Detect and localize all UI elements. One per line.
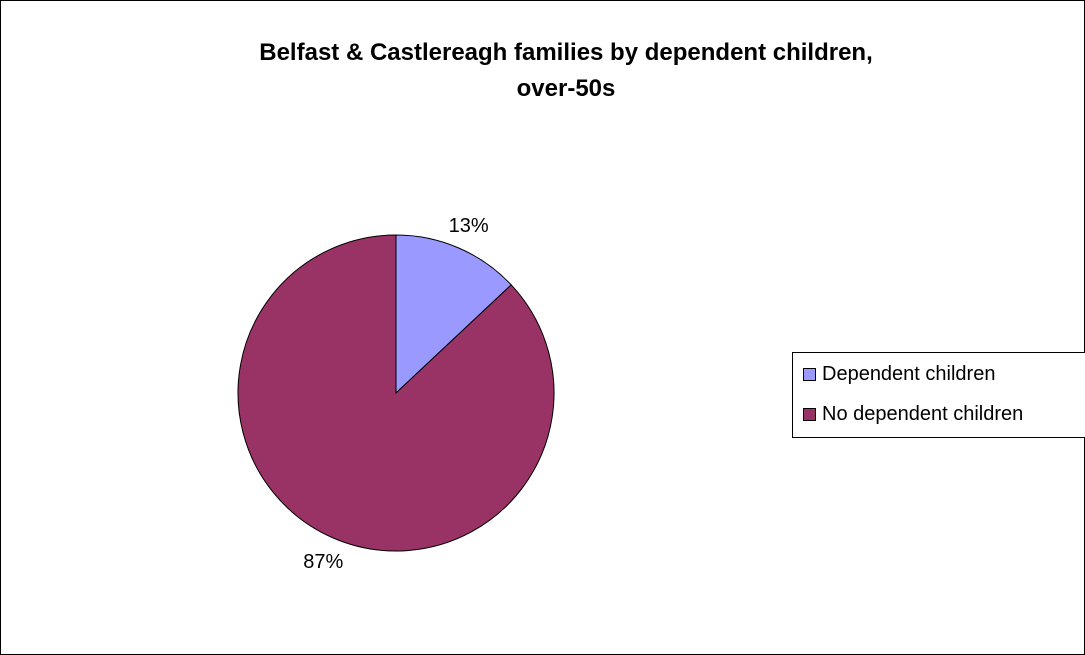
- pie-slice-no-dependent-children: [237, 234, 555, 552]
- chart-title: Belfast & Castlereagh families by depend…: [61, 35, 1071, 107]
- legend-swatch-dependent-children: [803, 367, 816, 381]
- legend-label-no-dependent-children: No dependent children: [822, 402, 1024, 425]
- data-label-dependent-children: 13%: [449, 215, 489, 237]
- chart-title-line-2: over-50s: [516, 75, 616, 102]
- legend: Dependent children No dependent children: [792, 352, 1085, 438]
- data-label-no-dependent-children: 87%: [303, 551, 343, 573]
- legend-label-dependent-children: Dependent children: [822, 362, 996, 385]
- legend-item-dependent-children: Dependent children: [803, 361, 995, 387]
- chart-title-line-1: Belfast & Castlereagh families by depend…: [259, 39, 873, 66]
- legend-swatch-no-dependent-children: [803, 407, 816, 421]
- pie-slice-dependent-children: [395, 234, 512, 395]
- legend-item-no-dependent-children: No dependent children: [803, 401, 1023, 427]
